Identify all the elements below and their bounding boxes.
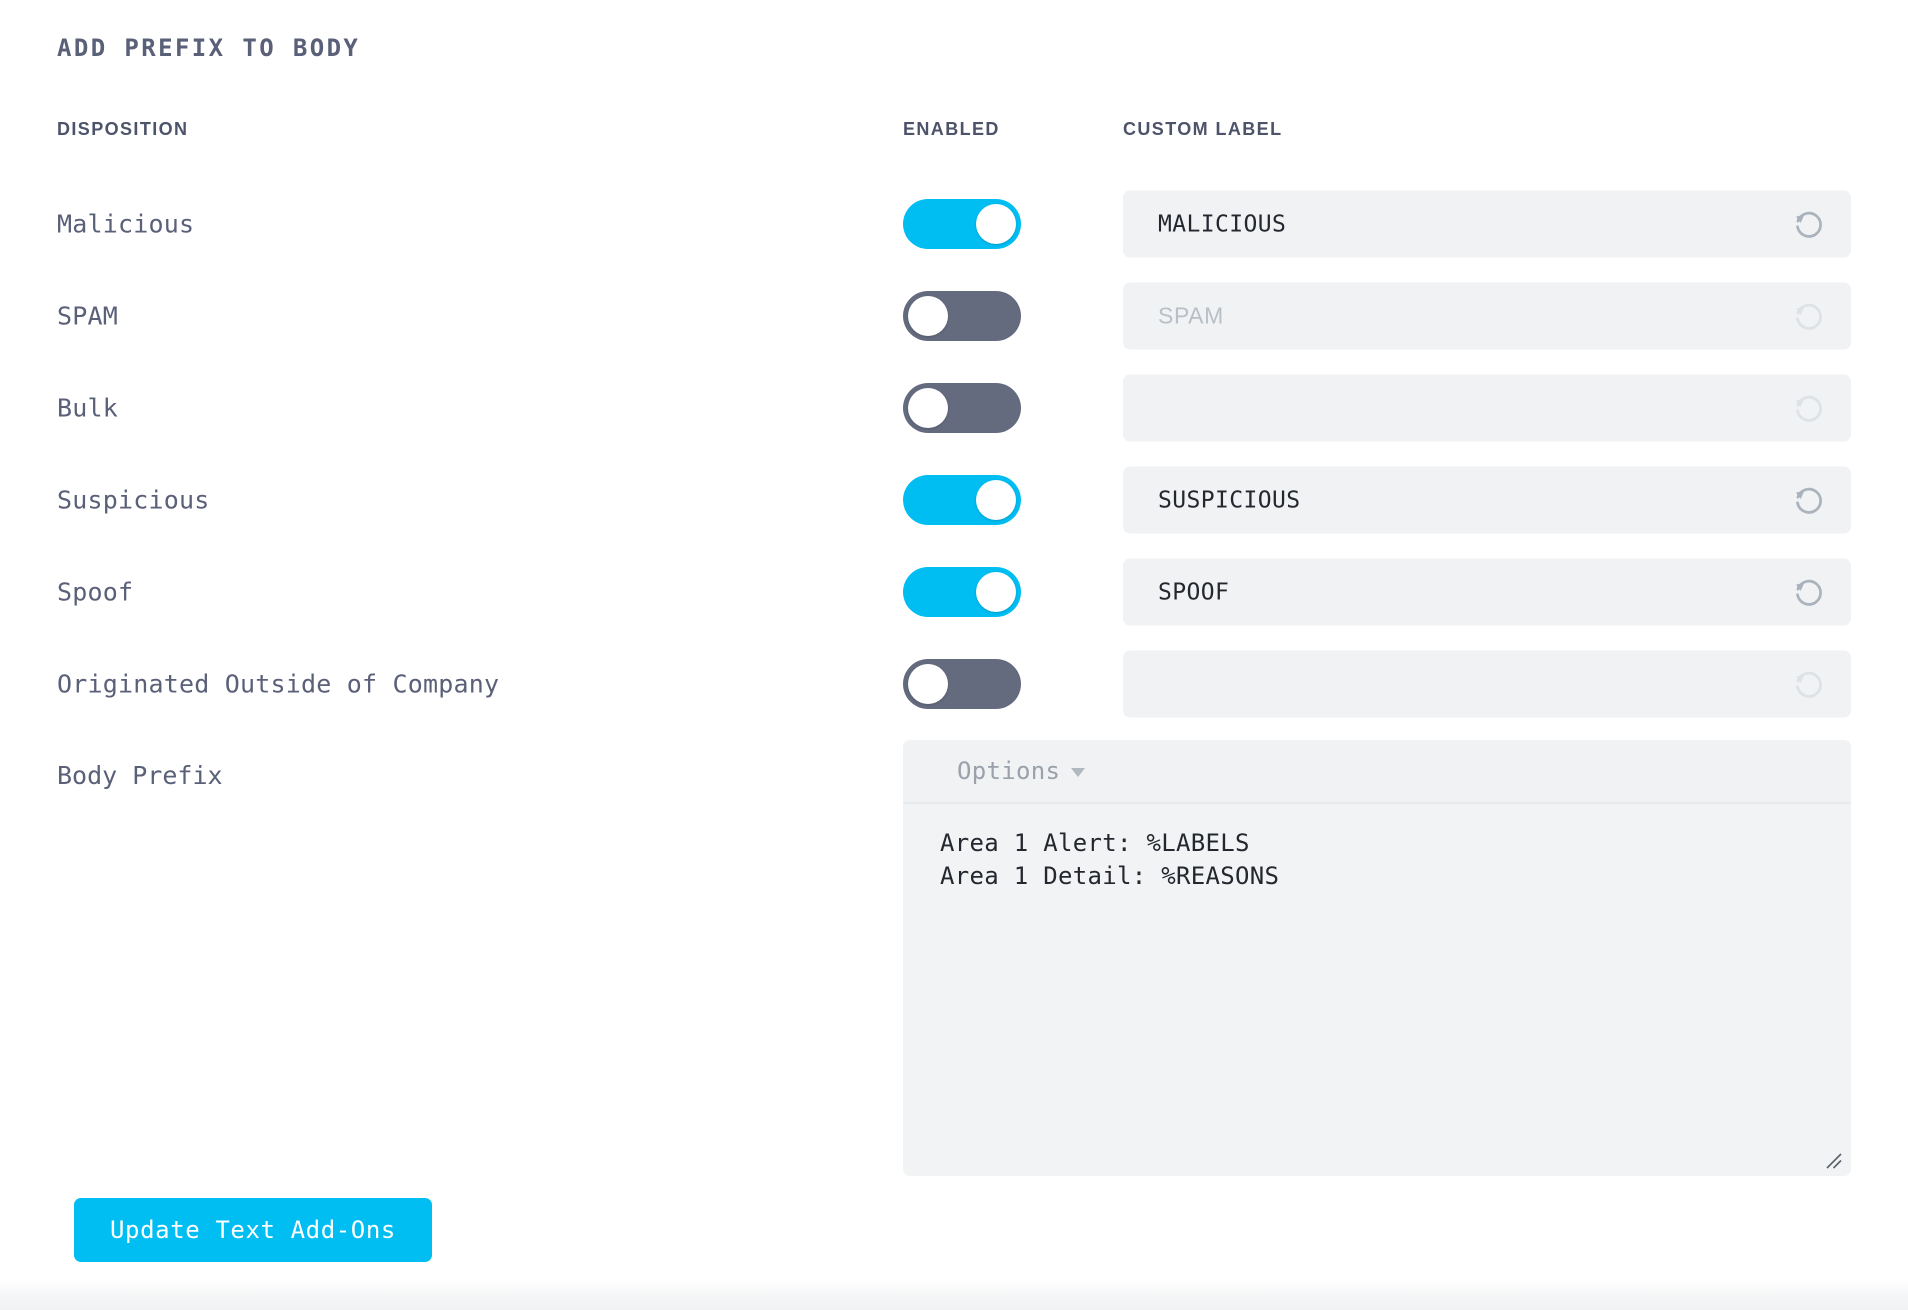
enabled-cell: [903, 199, 1021, 249]
custom-label-cell: [1123, 558, 1851, 626]
toggle-knob: [976, 204, 1016, 244]
custom-label-input[interactable]: [1123, 650, 1851, 718]
enabled-cell: [903, 291, 1021, 341]
enabled-cell: [903, 659, 1021, 709]
enabled-cell: [903, 567, 1021, 617]
disposition-label: Bulk: [57, 393, 119, 423]
page-bottom-band: [0, 1280, 1908, 1310]
custom-label-field[interactable]: [1123, 374, 1851, 442]
column-header-enabled: ENABLED: [903, 119, 1000, 139]
toggle-knob: [908, 296, 948, 336]
custom-label-input[interactable]: [1123, 466, 1851, 534]
enabled-toggle[interactable]: [903, 475, 1021, 525]
column-header-custom-label: CUSTOM LABEL: [1123, 119, 1283, 139]
custom-label-cell: [1123, 374, 1851, 442]
disposition-label: Spoof: [57, 577, 134, 607]
custom-label-field[interactable]: [1123, 190, 1851, 258]
table-row: Originated Outside of Company: [0, 638, 1908, 730]
chevron-down-icon: [1071, 768, 1086, 777]
body-prefix-label: Body Prefix: [57, 761, 223, 790]
reset-rotate-ccw-icon[interactable]: [1791, 390, 1827, 426]
table-row: Bulk: [0, 362, 1908, 454]
options-dropdown-button[interactable]: Options: [957, 757, 1086, 785]
disposition-label: Suspicious: [57, 485, 210, 515]
custom-label-field[interactable]: [1123, 558, 1851, 626]
enabled-toggle[interactable]: [903, 199, 1021, 249]
reset-rotate-ccw-icon[interactable]: [1791, 574, 1827, 610]
custom-label-cell: [1123, 650, 1851, 718]
body-prefix-textarea[interactable]: [903, 804, 1851, 1176]
disposition-label: Originated Outside of Company: [57, 669, 500, 699]
custom-label-field[interactable]: [1123, 466, 1851, 534]
disposition-label: Malicious: [57, 209, 195, 239]
reset-rotate-ccw-icon[interactable]: [1791, 482, 1827, 518]
toggle-knob: [976, 480, 1016, 520]
enabled-toggle[interactable]: [903, 567, 1021, 617]
update-text-add-ons-button[interactable]: Update Text Add-Ons: [74, 1198, 432, 1262]
custom-label-input[interactable]: [1123, 374, 1851, 442]
disposition-label: SPAM: [57, 301, 119, 331]
column-header-disposition: DISPOSITION: [57, 119, 189, 139]
toggle-knob: [908, 664, 948, 704]
enabled-toggle[interactable]: [903, 383, 1021, 433]
disposition-rows: Malicious SPAM Bulk: [0, 178, 1908, 730]
custom-label-input[interactable]: [1123, 282, 1851, 350]
custom-label-cell: [1123, 190, 1851, 258]
options-dropdown-label: Options: [957, 757, 1061, 785]
reset-rotate-ccw-icon[interactable]: [1791, 666, 1827, 702]
table-row: Spoof: [0, 546, 1908, 638]
enabled-cell: [903, 383, 1021, 433]
body-prefix-editor: Options: [903, 740, 1851, 1176]
custom-label-input[interactable]: [1123, 190, 1851, 258]
enabled-cell: [903, 475, 1021, 525]
toggle-knob: [976, 572, 1016, 612]
table-row: SPAM: [0, 270, 1908, 362]
custom-label-field[interactable]: [1123, 650, 1851, 718]
reset-rotate-ccw-icon[interactable]: [1791, 298, 1827, 334]
custom-label-input[interactable]: [1123, 558, 1851, 626]
reset-rotate-ccw-icon[interactable]: [1791, 206, 1827, 242]
custom-label-cell: [1123, 466, 1851, 534]
custom-label-cell: [1123, 282, 1851, 350]
editor-body: [903, 802, 1851, 1176]
page-title: ADD PREFIX TO BODY: [57, 33, 361, 62]
editor-toolbar: Options: [903, 740, 1851, 802]
custom-label-field[interactable]: [1123, 282, 1851, 350]
table-row: Suspicious: [0, 454, 1908, 546]
table-row: Malicious: [0, 178, 1908, 270]
enabled-toggle[interactable]: [903, 659, 1021, 709]
toggle-knob: [908, 388, 948, 428]
enabled-toggle[interactable]: [903, 291, 1021, 341]
